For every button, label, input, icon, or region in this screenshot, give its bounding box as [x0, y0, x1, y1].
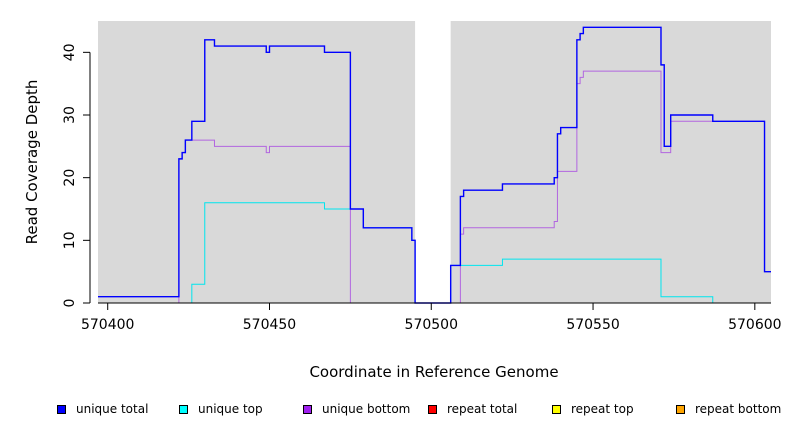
y-tick-label: 30 [62, 106, 78, 124]
x-tick-label: 570400 [81, 317, 134, 333]
y-tick-label: 10 [62, 231, 78, 249]
coverage-chart: 570400 570450 570500 570550 570600010203040 … [23, 21, 782, 381]
legend-swatch-repeat-total [428, 404, 437, 414]
y-tick-label: 40 [62, 43, 78, 61]
y-axis-label: Read Coverage Depth [23, 80, 41, 245]
legend-label-unique-bottom: unique bottom [322, 402, 411, 416]
legend-swatch-repeat-top [552, 404, 561, 414]
legend-label-repeat-total: repeat total [447, 402, 518, 416]
x-axis-label: Coordinate in Reference Genome [309, 363, 558, 381]
legend-item-unique-top: unique top [179, 402, 263, 416]
legend-item-repeat-total: repeat total [428, 402, 517, 416]
legend-swatch-repeat-bottom [676, 404, 685, 414]
legend-swatch-unique-top [179, 404, 188, 414]
y-tick-label: 20 [62, 169, 78, 187]
x-tick-label: 570450 [243, 317, 296, 333]
legend-swatch-unique-bottom [303, 404, 312, 414]
legend-label-repeat-bottom: repeat bottom [695, 402, 782, 416]
x-tick-label: 570500 [405, 317, 458, 333]
legend-label-repeat-top: repeat top [571, 402, 634, 416]
legend-item-unique-total: unique total [57, 402, 148, 416]
legend-label-unique-top: unique top [198, 402, 263, 416]
axes-layer: 570400 570450 570500 570550 570600 0 10 20 30 40 [62, 43, 782, 333]
x-tick-label: 570600 [728, 317, 781, 333]
y-tick-label: 0 [62, 299, 78, 308]
legend-swatch-unique-total [57, 404, 66, 414]
legend-item-unique-bottom: unique bottom [303, 402, 410, 416]
legend-label-unique-total: unique total [76, 402, 149, 416]
legend: unique total unique top unique bottom re… [0, 396, 792, 422]
series-unique-total [98, 26, 771, 304]
x-tick-label: 570550 [566, 317, 619, 333]
legend-item-repeat-top: repeat top [552, 402, 634, 416]
legend-item-repeat-bottom: repeat bottom [676, 402, 781, 416]
coverage-gap [415, 21, 451, 303]
